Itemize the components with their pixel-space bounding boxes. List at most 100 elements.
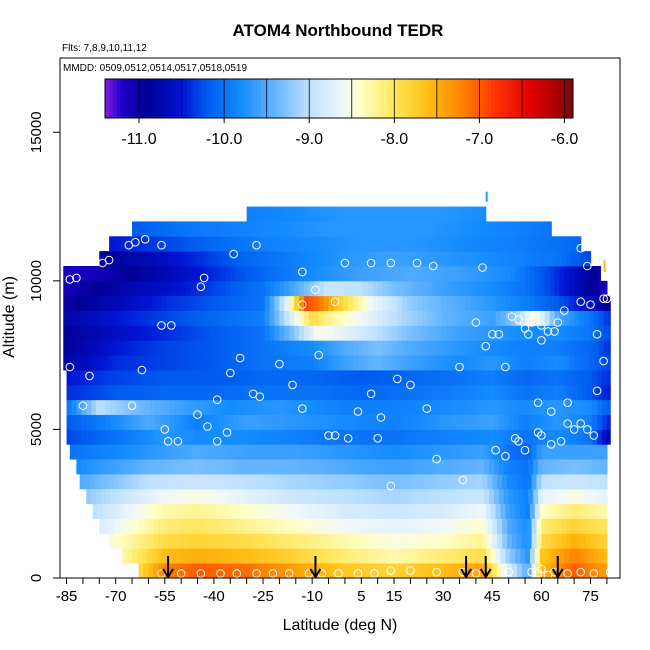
heat-cell (539, 355, 546, 371)
heat-cell (511, 444, 518, 460)
heat-cell (220, 325, 226, 341)
heat-cell (536, 236, 542, 252)
heat-cell (209, 384, 215, 401)
heat-cell (369, 518, 375, 534)
heat-cell (462, 474, 469, 490)
heat-cell (397, 266, 403, 282)
heat-cell (292, 459, 299, 475)
heat-cell (449, 429, 456, 445)
heat-cell (394, 444, 400, 460)
heat-cell (102, 355, 109, 371)
heat-cell (217, 533, 223, 549)
heat-cell (305, 251, 312, 267)
heat-cell (182, 236, 189, 252)
heat-cell (284, 310, 290, 326)
heat-cell (564, 340, 570, 356)
heat-cell (397, 503, 403, 519)
flights-note: Flts: 7,8,9,10,11,12 (62, 43, 147, 54)
heat-cell (336, 399, 343, 415)
heat-cell (349, 533, 356, 549)
heat-cell (338, 266, 344, 282)
heat-cell (166, 503, 172, 519)
heat-cell (341, 384, 348, 401)
heat-cell (565, 474, 572, 490)
data-point (167, 321, 176, 330)
heat-cell (585, 251, 592, 267)
heat-cell (490, 221, 497, 237)
heat-cell (308, 295, 315, 311)
data-point (366, 389, 376, 399)
heat-cell (97, 340, 104, 356)
heat-cell (207, 444, 213, 460)
heat-cell (115, 384, 122, 401)
heat-cell (510, 340, 516, 356)
data-point (478, 263, 487, 272)
heat-cell (507, 444, 513, 460)
heat-cell (261, 444, 267, 460)
heat-cell (395, 370, 402, 386)
heat-cell (498, 414, 505, 430)
heat-cell (246, 563, 253, 578)
heat-cell (230, 266, 236, 282)
heat-cell (451, 295, 457, 311)
heat-cell (575, 251, 582, 267)
heat-cell (505, 280, 511, 297)
arrow-head (551, 568, 564, 579)
heat-cell (367, 340, 374, 356)
heat-cell (439, 429, 446, 445)
colorbar-swatch (479, 79, 484, 118)
heat-cell (348, 310, 354, 326)
heat-cell (600, 474, 606, 490)
heat-cell (269, 355, 276, 371)
heat-cell (377, 295, 384, 311)
heat-cell (238, 488, 244, 505)
heat-cell (534, 295, 541, 311)
heat-cell (190, 355, 197, 371)
heat-cell (544, 340, 551, 356)
heat-cell (140, 399, 146, 415)
heat-cell (263, 370, 269, 386)
heat-cell (436, 295, 443, 311)
heat-cell (102, 266, 109, 282)
colorbar-swatch (155, 79, 161, 118)
heat-cell (248, 384, 254, 401)
heat-cell (271, 518, 277, 534)
heat-cell (263, 488, 269, 505)
heat-cell (570, 236, 577, 252)
data-point (556, 437, 566, 446)
heat-cell (562, 370, 569, 386)
heat-cell (145, 399, 151, 415)
heat-cell (128, 518, 135, 534)
heat-cell (367, 325, 374, 341)
heat-cell (597, 384, 603, 401)
heat-cell (459, 370, 466, 386)
heat-cell (585, 563, 592, 578)
heat-cell (565, 563, 572, 578)
heat-cell (271, 236, 277, 252)
heat-cell (141, 355, 148, 371)
heat-cell (389, 236, 395, 252)
heat-cell (287, 399, 294, 415)
heat-cell (487, 236, 493, 252)
heat-cell (254, 221, 261, 237)
heat-cell (380, 488, 387, 505)
heat-cell (575, 474, 582, 490)
heat-cell (426, 548, 433, 564)
heat-cell (78, 295, 84, 311)
heat-cell (231, 444, 238, 460)
heat-cell (112, 280, 118, 297)
heat-cell (377, 355, 384, 371)
heat-cell (200, 295, 207, 311)
data-point (275, 359, 284, 369)
heat-cell (346, 488, 353, 505)
heat-cell (264, 548, 271, 564)
heat-cell (361, 488, 367, 505)
heat-cell (551, 533, 557, 549)
heat-cell (564, 295, 570, 311)
heat-cell (371, 370, 377, 386)
heat-cell (493, 370, 500, 386)
heat-cell (177, 518, 184, 534)
heat-cell (267, 488, 274, 505)
heat-cell (318, 295, 325, 311)
colorbar-swatch (381, 79, 387, 118)
